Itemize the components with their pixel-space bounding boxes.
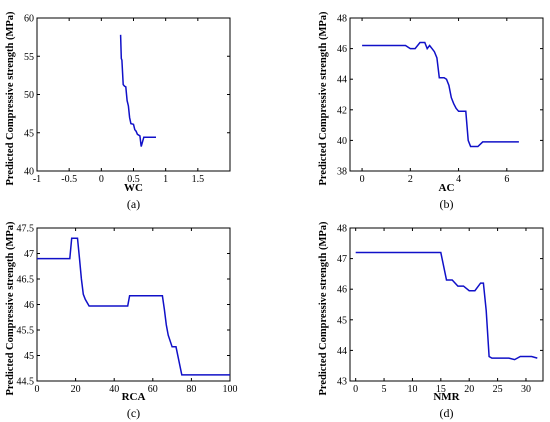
series-line-b <box>362 41 519 148</box>
y-tick-label-c-6: 47.5 <box>17 224 35 235</box>
y-tick-label-c-4: 46.5 <box>17 275 35 286</box>
x-tick-label-d-5: 25 <box>493 384 503 395</box>
plot-frame-c <box>36 227 231 382</box>
plot-frame-a <box>36 17 231 172</box>
y-tick-label-b-3: 44 <box>337 75 347 86</box>
y-tick-label-c-3: 46 <box>24 300 34 311</box>
series-line-c <box>37 237 230 376</box>
x-axis-label-b: AC <box>439 182 455 194</box>
x-tick-label-d-6: 30 <box>521 384 531 395</box>
y-tick-label-b-1: 40 <box>337 136 347 147</box>
y-axis-label-c: Predicted Compressive strength (MPa) <box>5 221 16 396</box>
y-tick-label-d-1: 44 <box>337 346 347 357</box>
y-tick-label-d-0: 43 <box>337 377 347 388</box>
x-axis-label-d: NMR <box>433 391 460 403</box>
y-tick-label-a-4: 60 <box>24 14 34 25</box>
series-line-a <box>119 34 156 147</box>
series-line-d <box>355 251 538 361</box>
x-tick-label-b-3: 6 <box>504 174 509 185</box>
y-tick-label-a-3: 55 <box>24 52 34 63</box>
x-tick-label-c-5: 100 <box>223 384 238 395</box>
x-axis-label-a: WC <box>124 182 143 194</box>
x-tick-label-a-0: -1 <box>33 174 41 185</box>
x-tick-label-c-1: 20 <box>71 384 81 395</box>
y-axis-label-b: Predicted Compressive strength (MPa) <box>318 11 329 186</box>
y-tick-label-d-2: 45 <box>337 315 347 326</box>
x-axis-label-c: RCA <box>122 391 146 403</box>
x-tick-label-d-3: 15 <box>436 384 446 395</box>
chart-panel-d: 0 5 10 15 20 25 30 43 44 45 46 47 48 NMR Predicted Com… <box>318 221 544 420</box>
y-tick-label-d-3: 46 <box>337 285 347 296</box>
y-tick-label-d-4: 47 <box>337 254 347 265</box>
y-tick-label-b-0: 38 <box>337 167 347 178</box>
y-tick-label-b-4: 46 <box>337 44 347 55</box>
panel-caption-c: (c) <box>127 406 140 420</box>
y-tick-label-c-2: 45.5 <box>17 326 35 337</box>
y-axis-label-d: Predicted Compressive strength (MPa) <box>318 221 329 396</box>
y-tick-label-c-5: 47 <box>24 249 34 260</box>
panel-caption-b: (b) <box>440 197 454 211</box>
plot-frame-d <box>349 227 544 382</box>
plot-frame-b <box>349 17 544 172</box>
chart-panel-c: 0 20 40 60 80 100 44.5 45 45.5 46 46.5 47 47.5 RCA Pre… <box>5 221 238 420</box>
x-tick-label-b-2: 4 <box>456 174 461 185</box>
x-tick-label-a-4: 1 <box>163 174 168 185</box>
y-tick-label-a-1: 45 <box>24 128 34 139</box>
y-tick-label-a-2: 50 <box>24 90 34 101</box>
y-tick-label-c-0: 44.5 <box>17 377 35 388</box>
x-tick-label-a-2: 0 <box>99 174 104 185</box>
chart-panel-a: -1 -0.5 0 0.5 1 1.5 40 45 50 55 60 WC Predicted Comp… <box>5 11 231 211</box>
y-tick-label-a-0: 40 <box>24 167 34 178</box>
x-tick-label-d-4: 20 <box>464 384 474 395</box>
x-tick-label-c-3: 60 <box>148 384 158 395</box>
x-tick-label-d-0: 0 <box>353 384 358 395</box>
panel-caption-d: (d) <box>440 406 454 420</box>
x-tick-label-a-5: 1.5 <box>192 174 205 185</box>
y-tick-label-b-2: 42 <box>337 105 347 116</box>
x-tick-label-c-2: 40 <box>109 384 119 395</box>
x-tick-label-c-0: 0 <box>35 384 40 395</box>
x-tick-label-b-0: 0 <box>360 174 365 185</box>
x-tick-label-b-1: 2 <box>408 174 413 185</box>
panel-caption-a: (a) <box>127 197 140 211</box>
y-tick-label-c-1: 45 <box>24 351 34 362</box>
x-tick-label-c-4: 80 <box>186 384 196 395</box>
y-tick-label-b-5: 48 <box>337 14 347 25</box>
y-axis-label-a: Predicted Compressive strength (MPa) <box>5 11 16 186</box>
x-tick-label-a-1: -0.5 <box>61 174 77 185</box>
x-tick-label-d-1: 5 <box>382 384 387 395</box>
x-tick-label-d-2: 10 <box>407 384 417 395</box>
y-tick-label-d-5: 48 <box>337 224 347 235</box>
x-tick-label-a-3: 0.5 <box>127 174 140 185</box>
